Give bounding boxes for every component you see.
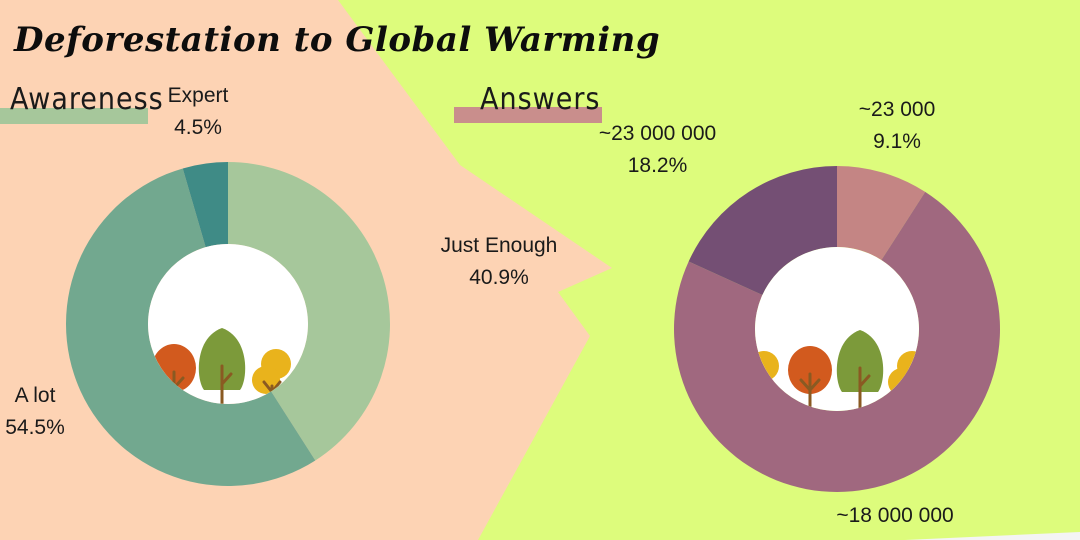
slice-name: Expert — [167, 84, 229, 107]
slice-percent: 18.2% — [627, 154, 688, 177]
donut-slice-23-000-000 — [688, 166, 837, 296]
awareness-underline — [0, 108, 148, 124]
slice-label-23000: ~23 000 9.1% — [842, 94, 952, 158]
slice-label-23000000: ~23 000 000 18.2% — [585, 118, 730, 182]
slice-name: Just Enough — [440, 234, 558, 257]
answers-heading: Answers — [480, 82, 601, 117]
green-tree-icon — [198, 328, 246, 404]
slice-name: ~18 000 000 — [836, 504, 954, 527]
corner-strip — [905, 532, 1080, 540]
donut-slice-expert — [182, 162, 228, 248]
slice-percent: 4.5% — [174, 116, 222, 139]
slice-name: A lot — [14, 384, 56, 407]
slice-name: ~23 000 000 — [598, 122, 717, 145]
orange-tree-icon — [788, 346, 832, 410]
green-tree-icon — [836, 330, 884, 410]
donut-slice-just-enough — [228, 162, 390, 461]
slice-label-expert: Expert 4.5% — [150, 80, 246, 144]
slice-percent: 54.5% — [5, 416, 65, 439]
answers-underline — [454, 107, 602, 123]
slice-label-a-lot: A lot 54.5% — [0, 380, 70, 444]
donut-slice-23-000 — [837, 166, 926, 261]
donut-slice-a-lot — [66, 168, 316, 486]
page-title: Deforestation to Global Warming — [14, 20, 661, 60]
slice-percent: 40.9% — [469, 266, 529, 289]
yellow-tree-icon — [252, 349, 291, 404]
slice-percent: 9.1% — [873, 130, 921, 153]
slice-label-just-enough: Just Enough 40.9% — [424, 230, 574, 294]
slice-name: ~23 000 — [858, 98, 936, 121]
slice-label-18000000: ~18 000 000 — [820, 500, 970, 532]
awareness-heading: Awareness — [10, 82, 164, 117]
donut-slice-18-000-000 — [674, 191, 1000, 492]
